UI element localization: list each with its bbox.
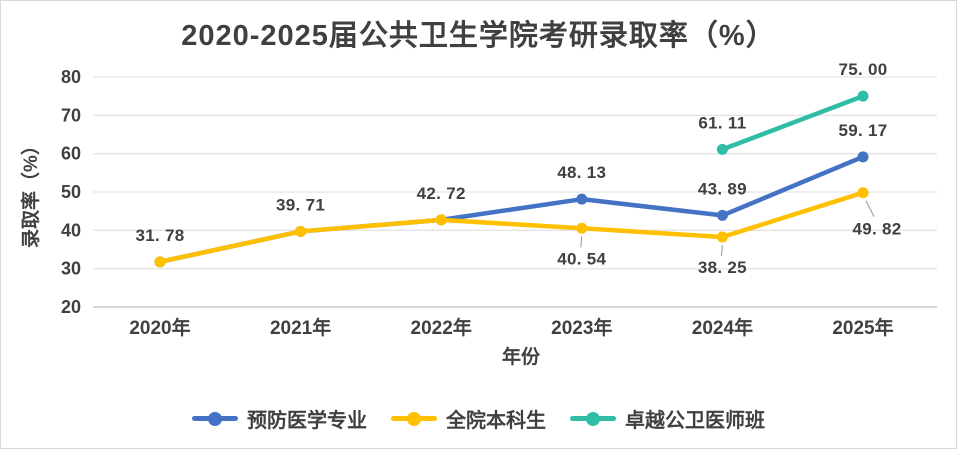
- data-label: 31. 78: [135, 226, 184, 245]
- x-tick-label: 2021年: [270, 316, 331, 339]
- y-tick-label: 20: [61, 297, 81, 317]
- data-label: 38. 25: [698, 258, 747, 277]
- y-tick-label: 40: [61, 220, 81, 240]
- data-point: [576, 222, 588, 234]
- series-line: [720, 93, 866, 152]
- data-point: [435, 214, 447, 226]
- data-label: 39. 71: [276, 195, 325, 214]
- data-label: 40. 54: [557, 249, 606, 268]
- data-point: [857, 187, 869, 199]
- legend-item-series-2: 卓越公卫医师班: [570, 404, 765, 433]
- series-line: [157, 154, 866, 265]
- legend-label: 预防医学专业: [247, 410, 367, 432]
- data-point: [716, 209, 728, 221]
- line-marker-icon: [570, 411, 616, 426]
- data-label: 42. 72: [417, 184, 466, 203]
- x-tick-label: 2024年: [692, 316, 753, 339]
- legend: 预防医学专业 全院本科生 卓越公卫医师班: [1, 404, 956, 433]
- y-tick-label: 70: [61, 105, 81, 125]
- data-point: [857, 151, 869, 163]
- chart-title: 2020-2025届公共卫生学院考研录取率（%）: [181, 20, 776, 52]
- data-label: 61. 11: [698, 113, 746, 132]
- y-tick-label: 50: [61, 182, 81, 202]
- data-point: [154, 256, 166, 268]
- line-marker-icon: [391, 411, 437, 426]
- data-label: 48. 13: [557, 163, 606, 182]
- data-label: 49. 82: [852, 220, 901, 239]
- x-axis-title: 年份: [502, 345, 541, 368]
- leader-line: [720, 244, 723, 257]
- leader-line: [580, 236, 583, 248]
- data-label: 59. 17: [838, 121, 887, 140]
- leader-line: [865, 200, 875, 217]
- data-point: [716, 231, 728, 243]
- legend-item-series-0: 预防医学专业: [192, 404, 367, 433]
- y-tick-label: 30: [61, 259, 81, 279]
- x-tick-label: 2023年: [551, 316, 612, 339]
- series-line: [157, 190, 866, 265]
- y-tick-label: 80: [61, 67, 81, 87]
- data-point: [857, 90, 869, 102]
- data-point: [295, 225, 307, 237]
- data-point: [716, 143, 728, 155]
- y-tick-label: 60: [61, 144, 81, 164]
- data-point: [576, 193, 588, 205]
- legend-label: 卓越公卫医师班: [625, 410, 765, 432]
- legend-label: 全院本科生: [446, 410, 546, 432]
- line-marker-icon: [192, 411, 238, 426]
- data-label: 43. 89: [698, 179, 747, 198]
- data-label: 75. 00: [838, 60, 887, 79]
- x-tick-label: 2025年: [832, 316, 893, 339]
- y-axis-title: 录取率（%）: [19, 136, 42, 248]
- legend-item-series-1: 全院本科生: [391, 404, 546, 433]
- x-tick-label: 2022年: [411, 316, 472, 339]
- x-tick-label: 2020年: [129, 316, 190, 339]
